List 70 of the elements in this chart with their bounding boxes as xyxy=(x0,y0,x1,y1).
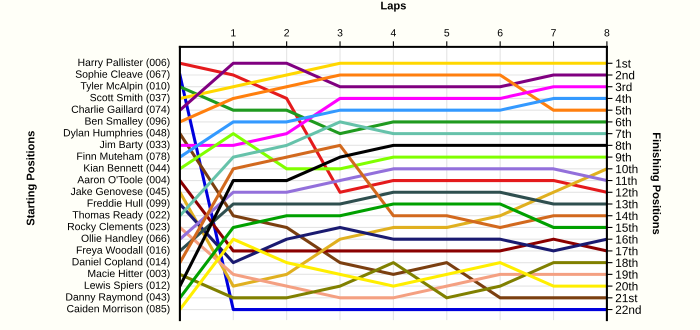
y2-tick-label: 11th xyxy=(616,176,637,185)
line-series xyxy=(180,120,607,218)
series-label: Daniel Copland (014) xyxy=(72,258,170,268)
y2-tick-label: 7th xyxy=(616,129,631,138)
x-tick-label: 4 xyxy=(390,29,396,36)
series-label: Charlie Gaillard (074) xyxy=(72,105,170,116)
line-series xyxy=(180,96,607,159)
x-tick-label: 1 xyxy=(231,29,236,36)
line-series xyxy=(180,62,607,112)
line-series xyxy=(180,144,607,264)
series-label: Freya Woodall (016) xyxy=(76,246,170,256)
series-label: Aaron O'Toole (004) xyxy=(77,176,170,186)
series-label: Macie Hitter (003) xyxy=(88,270,170,280)
x-tick-label: 2 xyxy=(284,29,290,36)
series-label: Finn Muteham (078) xyxy=(77,152,170,162)
line-series xyxy=(180,62,607,194)
y2-tick-label: 16th xyxy=(616,234,638,244)
series-label: Caiden Morrison (085) xyxy=(67,304,170,314)
line-series xyxy=(180,62,607,100)
series-label: Tyler McAlpin (010) xyxy=(80,82,170,92)
y2-tick-label: 3rd xyxy=(616,82,632,92)
text: Starting Positions xyxy=(26,131,37,226)
y2-tick-label: 19th xyxy=(616,270,638,279)
series-label: Lewis Spiers (012) xyxy=(84,281,170,291)
y2-tick-label: 1st xyxy=(616,59,631,68)
series-label: Sophie Cleave (067) xyxy=(76,70,170,80)
y2-axis-title: Finishing Positions xyxy=(650,132,661,234)
line-series xyxy=(180,261,607,300)
y2-tick-label: 18th xyxy=(616,258,638,268)
series-label: Rocky Clements (023) xyxy=(68,222,170,232)
y2-tick-label: 22nd xyxy=(616,305,641,314)
y2-tick-label: 17th xyxy=(616,246,638,256)
x-tick-label: 8 xyxy=(604,29,610,36)
series-label: Danny Raymond (043) xyxy=(66,292,170,303)
x-tick-label: 5 xyxy=(444,29,450,36)
line-series xyxy=(180,202,607,264)
series-label: Ben Smalley (096) xyxy=(85,117,170,127)
series-label: Freddie Hull (099) xyxy=(88,199,170,209)
series-label: Scott Smith (037) xyxy=(90,94,170,104)
x-tick-label: 3 xyxy=(338,29,342,36)
series-label: Harry Pallister (006) xyxy=(78,58,170,68)
y2-tick-label: 20th xyxy=(616,282,638,290)
series-label: Kian Bennett (044) xyxy=(84,164,170,174)
x-tick-label: 6 xyxy=(498,29,503,36)
line-series xyxy=(180,202,607,300)
series-label: Dylan Humphries (048) xyxy=(64,128,170,138)
y2-tick-label: 9th xyxy=(616,152,631,162)
line-series xyxy=(180,167,607,241)
series-label: Jake Genovese (045) xyxy=(70,187,170,198)
x-tick-label: 7 xyxy=(551,29,556,36)
y2-tick-label: 5th xyxy=(616,106,631,115)
y2-tick-label: 8th xyxy=(616,141,631,150)
y2-tick-label: 12th xyxy=(616,188,638,197)
series-label: Ollie Handley (066) xyxy=(82,234,170,244)
y2-tick-label: 21st xyxy=(616,294,638,302)
y2-tick-label: 14th xyxy=(616,211,638,220)
line-series xyxy=(180,238,607,312)
line-series xyxy=(180,73,607,124)
y2-tick-label: 10th xyxy=(616,164,638,174)
y2-tick-label: 13th xyxy=(616,200,638,208)
x-axis-title: Laps xyxy=(381,2,406,12)
y2-tick-label: 4th xyxy=(616,94,631,103)
y2-tick-label: 15th xyxy=(616,223,638,232)
y2-tick-label: 6th xyxy=(616,118,631,126)
series-label: Jim Barty (033) xyxy=(100,140,170,150)
series-label: Thomas Ready (022) xyxy=(72,210,170,221)
line-series xyxy=(180,226,607,300)
line-series xyxy=(180,85,607,147)
y2-tick-label: 2nd xyxy=(616,70,634,80)
line-series xyxy=(180,85,607,136)
